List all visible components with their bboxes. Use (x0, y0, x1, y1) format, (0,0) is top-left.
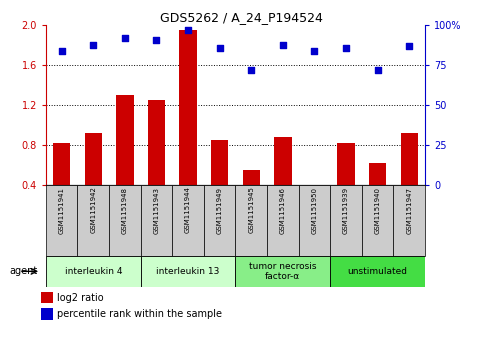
Bar (362, 185, 394, 256)
Bar (211, 140, 228, 185)
Point (405, 43, 413, 49)
Bar (236, 185, 267, 256)
Bar (298, 185, 330, 256)
Bar (116, 95, 134, 185)
Bar (400, 133, 418, 185)
Text: GSM1151944: GSM1151944 (185, 187, 191, 233)
Point (342, 45, 350, 51)
Point (58, 48, 66, 54)
Bar (172, 185, 204, 256)
Point (89, 42, 97, 48)
Bar (109, 185, 141, 256)
Bar (274, 137, 292, 185)
Bar (369, 163, 386, 185)
Text: log2 ratio: log2 ratio (57, 293, 104, 303)
Text: GSM1151941: GSM1151941 (58, 187, 65, 233)
Point (216, 45, 224, 51)
Bar (41, 292, 53, 303)
Point (184, 27, 192, 33)
Text: GSM1151942: GSM1151942 (90, 187, 96, 233)
Bar (330, 185, 362, 256)
Point (311, 48, 318, 54)
Text: GSM1151947: GSM1151947 (406, 187, 412, 233)
Text: tumor necrosis
factor-α: tumor necrosis factor-α (249, 262, 317, 281)
Bar (394, 185, 425, 256)
Bar (85, 133, 102, 185)
Point (374, 67, 382, 73)
Text: GDS5262 / A_24_P194524: GDS5262 / A_24_P194524 (160, 11, 323, 24)
Text: GSM1151950: GSM1151950 (312, 187, 317, 233)
Point (279, 42, 287, 48)
Text: percentile rank within the sample: percentile rank within the sample (57, 309, 222, 319)
Text: GSM1151948: GSM1151948 (122, 187, 128, 233)
Text: GSM1151940: GSM1151940 (375, 187, 381, 233)
Text: GSM1151946: GSM1151946 (280, 187, 286, 233)
Point (153, 37, 160, 43)
Text: interleukin 4: interleukin 4 (65, 267, 122, 276)
Point (247, 67, 255, 73)
Bar (267, 185, 298, 256)
Text: GSM1151939: GSM1151939 (343, 187, 349, 234)
Bar (53, 143, 71, 185)
Point (121, 35, 129, 41)
Bar (236, 256, 330, 287)
Text: interleukin 13: interleukin 13 (156, 267, 220, 276)
Text: unstimulated: unstimulated (348, 267, 408, 276)
Bar (337, 143, 355, 185)
Text: GSM1151945: GSM1151945 (248, 187, 254, 233)
Text: GSM1151943: GSM1151943 (154, 187, 159, 233)
Bar (148, 100, 165, 185)
Text: GSM1151949: GSM1151949 (217, 187, 223, 233)
Bar (204, 185, 236, 256)
Bar (141, 185, 172, 256)
Bar (77, 185, 109, 256)
Bar (141, 256, 236, 287)
Bar (179, 30, 197, 185)
Bar (330, 256, 425, 287)
Bar (46, 185, 77, 256)
Text: agent: agent (10, 266, 38, 276)
Bar (242, 170, 260, 185)
Bar (41, 308, 53, 320)
Bar (46, 256, 141, 287)
